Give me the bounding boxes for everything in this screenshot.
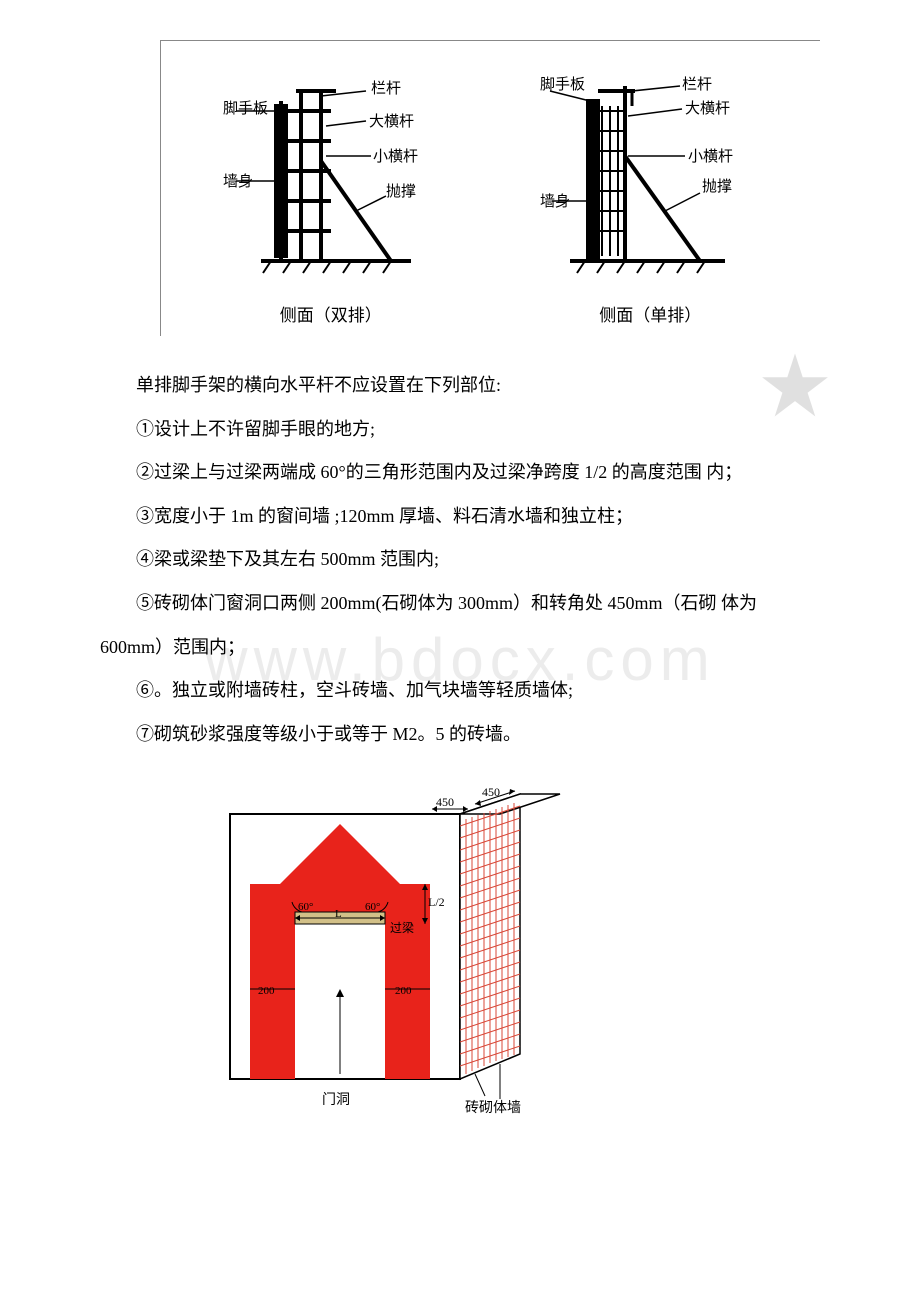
dim-200b: 200 — [395, 985, 412, 997]
scaffold-single-diagram: 脚手板 栏杆 大横杆 小横杆 墙身 抛撑 侧面（单排） — [540, 61, 760, 326]
label-guoliang: 过梁 — [390, 920, 414, 935]
item-2: ②过梁上与过梁两端成 60°的三角形范围内及过梁净跨度 1/2 的高度范围 内； — [100, 453, 820, 493]
item-6: ⑥。独立或附墙砖柱，空斗砖墙、加气块墙等轻质墙体; — [100, 671, 820, 711]
scaffold-double-svg: 脚手板 栏杆 大横杆 小横杆 墙身 抛撑 — [221, 61, 441, 291]
label-xiaohenggan2: 小横杆 — [688, 148, 733, 165]
label-dahenggan2: 大横杆 — [685, 100, 730, 117]
caption-double: 侧面（双排） — [280, 301, 382, 326]
scaffold-single-svg: 脚手板 栏杆 大横杆 小横杆 墙身 抛撑 — [540, 61, 760, 291]
door-opening-svg: 450 450 L/2 60° 60° L 过梁 200 200 门洞 砖砌体墙 — [220, 784, 600, 1124]
label-jiaoshou: 脚手板 — [223, 99, 268, 117]
label-paocheng: 抛撑 — [386, 183, 416, 200]
angle-60b: 60° — [365, 901, 380, 913]
page-content: 脚手板 栏杆 大横杆 小横杆 墙身 抛撑 侧面（双排） — [100, 40, 820, 1129]
label-zhuanqiang: 砖砌体墙 — [465, 1100, 521, 1116]
dim-L: L — [335, 908, 342, 920]
item-4: ④梁或梁垫下及其左右 500mm 范围内; — [100, 540, 820, 580]
label-jiaoshou2: 脚手板 — [540, 75, 585, 93]
item-3: ③宽度小于 1m 的窗间墙 ;120mm 厚墙、料石清水墙和独立柱； — [100, 497, 820, 537]
item-5b: 600mm）范围内； — [100, 628, 820, 668]
scaffold-double-diagram: 脚手板 栏杆 大横杆 小横杆 墙身 抛撑 侧面（双排） — [221, 61, 441, 326]
item-7: ⑦砌筑砂浆强度等级小于或等于 M2。5 的砖墙。 — [100, 715, 820, 755]
angle-60a: 60° — [298, 901, 313, 913]
dim-450b: 450 — [482, 785, 500, 799]
dim-200a: 200 — [258, 985, 275, 997]
item-5a: ⑤砖砌体门窗洞口两侧 200mm(石砌体为 300mm）和转角处 450mm（石… — [100, 584, 820, 624]
label-langan2: 栏杆 — [682, 76, 712, 93]
label-paocheng2: 抛撑 — [702, 178, 732, 195]
label-xiaohenggan: 小横杆 — [373, 148, 418, 165]
item-1: ①设计上不许留脚手眼的地方; — [100, 410, 820, 450]
label-qiangshen2: 墙身 — [540, 193, 570, 210]
label-dahenggan: 大横杆 — [369, 113, 414, 130]
dim-450a: 450 — [436, 795, 454, 809]
label-qiangshen: 墙身 — [223, 173, 253, 190]
caption-single: 侧面（单排） — [599, 301, 701, 326]
label-langan: 栏杆 — [371, 80, 401, 97]
dim-lhalf: L/2 — [428, 895, 445, 909]
label-mendong: 门洞 — [322, 1092, 350, 1108]
top-diagrams-row: 脚手板 栏杆 大横杆 小横杆 墙身 抛撑 侧面（双排） — [160, 40, 820, 336]
bottom-diagram: 450 450 L/2 60° 60° L 过梁 200 200 门洞 砖砌体墙 — [220, 784, 820, 1129]
intro-text: 单排脚手架的横向水平杆不应设置在下列部位: — [100, 366, 820, 406]
